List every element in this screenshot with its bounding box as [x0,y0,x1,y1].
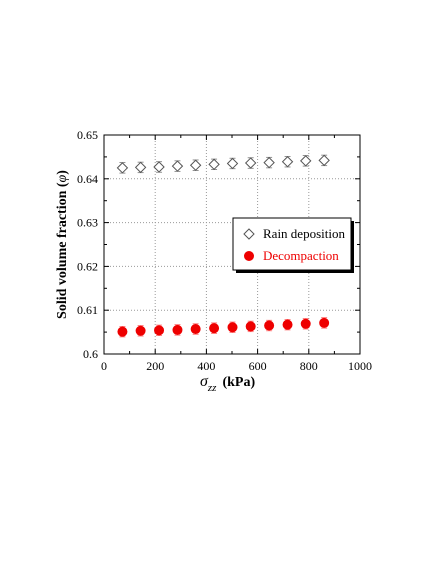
x-axis-label-unit: (kPa) [222,375,255,390]
data-point [135,325,146,336]
data-point [282,319,293,330]
x-tick-label: 1000 [348,359,372,373]
y-axis-label: Solid volume fraction (φ) [55,170,70,319]
series-layer [116,154,330,338]
legend-marker-decompaction [244,251,254,261]
data-point [300,318,311,329]
legend: Rain deposition Decompaction [232,217,354,273]
y-axis-label-symbol: φ [55,174,70,182]
x-tick-label: 600 [249,359,267,373]
data-point [227,322,238,333]
data-point [208,158,220,171]
legend-marker-1 [244,251,254,261]
legend-marker-rain-deposition [243,228,255,240]
plot-frame [103,134,361,355]
x-axis-label-subscript: zz [207,382,217,394]
data-point [264,320,275,331]
data-point [190,324,201,335]
data-point [281,156,294,168]
y-tick-label: 0.65 [77,128,98,142]
data-point [189,159,202,171]
data-point [245,321,256,332]
data-point [209,323,220,334]
legend-label-decompaction: Decompaction [263,248,339,263]
x-axis-label: σzz (kPa) [200,373,255,394]
x-tick-label: 200 [146,359,164,373]
y-tick-label: 0.61 [77,303,98,317]
x-axis-label-symbol: σ [200,373,209,390]
data-point [226,157,239,170]
data-point [318,154,330,167]
x-tick-label: 800 [300,359,318,373]
y-tick-label: 0.64 [77,172,98,186]
data-point [117,326,128,337]
y-tick-label: 0.62 [77,259,98,273]
legend-marker-0 [243,228,255,240]
legend-label-rain-deposition: Rain deposition [263,226,345,241]
data-point [153,161,165,173]
legend-box [232,217,352,271]
data-point [134,161,147,174]
x-ticks: 0 200 400 600 800 1000 [101,135,372,373]
y-tick-label: 0.63 [77,216,98,230]
y-tick-label: 0.6 [83,347,98,361]
data-point [154,325,165,336]
data-point [244,157,257,169]
data-point [263,156,275,169]
data-point [172,324,183,335]
x-tick-label: 400 [197,359,215,373]
series-rain-deposition [116,154,330,174]
data-point [300,155,312,167]
y-axis-label-close: ) [55,170,70,175]
data-point [116,162,129,174]
data-point [171,160,184,172]
data-point [319,317,330,328]
series-decompaction [117,317,330,338]
y-axis-label-text: Solid volume fraction ( [55,182,70,319]
x-tick-label: 0 [101,359,107,373]
